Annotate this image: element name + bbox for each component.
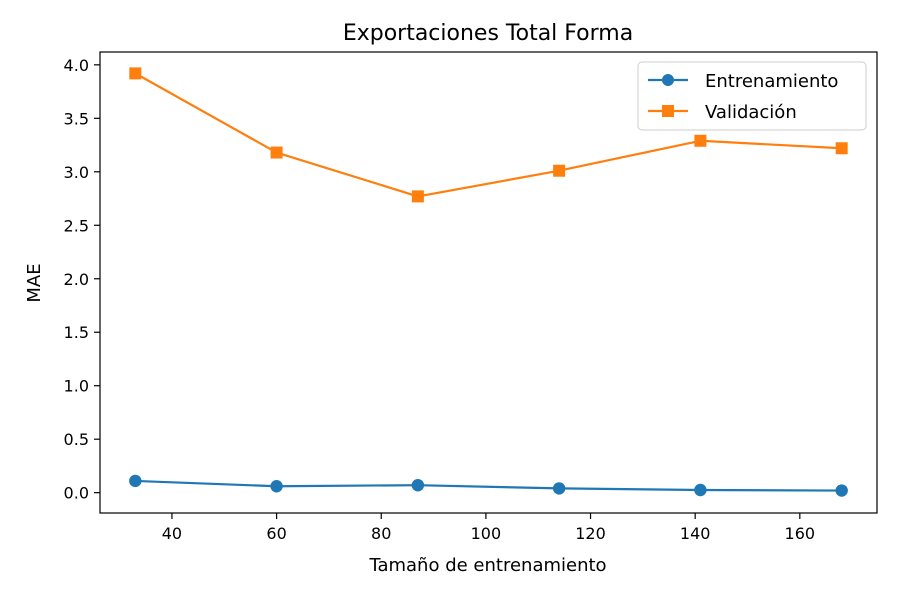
data-point-entrenamiento [129,474,142,488]
data-point-validacion [270,146,283,159]
legend-label-entrenamiento: Entrenamiento [705,71,838,92]
data-point-validacion [694,134,707,147]
x-tick-label: 120 [575,524,606,543]
legend-marker-entrenamiento [662,74,674,86]
series-line-validacion [134,72,842,198]
data-point-validacion [835,142,848,155]
data-point-validacion [129,67,142,80]
y-axis-ticks: 0.0 0.5 1.0 1.5 2.0 2.5 3.0 3.5 4.0 [64,56,100,503]
x-tick-label: 160 [785,524,816,543]
y-tick-label: 1.5 [64,323,89,342]
y-axis-label: MAE [24,263,45,302]
x-tick-label: 80 [371,524,391,543]
y-tick-label: 0.0 [64,484,89,503]
y-tick-label: 1.0 [64,377,89,396]
legend: Entrenamiento Validación [637,61,867,131]
legend-marker-validacion [662,105,674,117]
x-tick-label: 60 [266,524,286,543]
legend-label-validacion: Validación [705,102,797,123]
series-line-entrenamiento [135,479,842,492]
data-point-validacion [411,190,424,203]
data-point-entrenamiento [835,484,848,497]
series-layer [129,67,848,497]
y-tick-label: 0.5 [64,430,89,449]
data-point-validacion [553,164,566,177]
data-point-entrenamiento [694,483,707,497]
data-point-entrenamiento [552,482,566,495]
plot-frame [99,51,878,514]
x-axis-ticks: 40 60 80 100 120 140 160 [162,513,815,543]
y-tick-label: 4.0 [64,56,89,75]
series-entrenamiento [129,474,848,497]
legend-item-entrenamiento: Entrenamiento [648,71,838,92]
x-axis-label: Tamaño de entrenamiento [368,555,606,576]
chart-title: Exportaciones Total Forma [343,21,633,46]
y-tick-label: 3.5 [64,109,89,128]
y-tick-label: 2.5 [64,216,89,235]
legend-item-validacion: Validación [648,102,797,123]
series-validacion [129,67,848,203]
legend-box [637,61,867,131]
y-tick-label: 2.0 [64,270,89,289]
x-tick-label: 140 [680,524,711,543]
data-point-entrenamiento [270,480,283,493]
x-tick-label: 40 [162,524,182,543]
y-tick-label: 3.0 [64,163,89,182]
data-point-entrenamiento [411,478,425,492]
x-tick-label: 100 [471,524,502,543]
